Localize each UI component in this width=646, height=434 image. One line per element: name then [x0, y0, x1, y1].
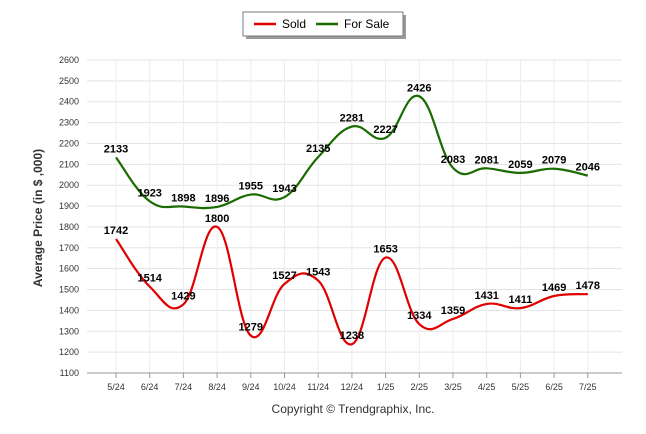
data-label: 1279 [239, 322, 263, 334]
y-tick-label: 2000 [59, 180, 79, 190]
data-label: 2079 [542, 155, 566, 167]
y-tick-label: 1500 [59, 285, 79, 295]
y-tick-label: 1900 [59, 201, 79, 211]
x-tick-label: 3/25 [444, 382, 462, 392]
y-tick-label: 1100 [60, 368, 79, 378]
y-tick-label: 1200 [59, 347, 79, 357]
data-label: 1411 [508, 294, 532, 306]
data-label: 1478 [576, 280, 600, 292]
data-label: 2426 [407, 82, 431, 94]
y-tick-label: 2600 [59, 55, 79, 65]
x-tick-label: 6/25 [545, 382, 563, 392]
data-label: 1238 [340, 330, 364, 342]
x-tick-label: 9/24 [242, 382, 260, 392]
data-label: 1898 [171, 192, 195, 204]
x-tick-label: 10/24 [273, 382, 296, 392]
data-label: 1923 [137, 187, 161, 199]
y-tick-label: 2100 [59, 159, 79, 169]
data-label: 1527 [272, 270, 296, 282]
y-tick-label: 1700 [59, 243, 79, 253]
y-tick-label: 1300 [59, 326, 79, 336]
data-label: 2227 [373, 124, 397, 136]
legend-label-sold: Sold [282, 17, 306, 31]
data-label: 1800 [205, 213, 229, 225]
x-tick-label: 7/24 [175, 382, 193, 392]
y-tick-label: 1400 [59, 305, 79, 315]
x-tick-label: 1/25 [377, 382, 395, 392]
data-label: 1742 [104, 225, 128, 237]
data-label: 2083 [441, 154, 465, 166]
data-label: 1955 [239, 181, 263, 193]
y-tick-label: 2200 [59, 138, 79, 148]
legend-label-for-sale: For Sale [344, 17, 390, 31]
data-label: 1543 [306, 267, 330, 279]
y-axis-label: Average Price (in $ ,000) [31, 149, 45, 287]
data-label: 1359 [441, 305, 465, 317]
series-lines [115, 94, 589, 346]
data-label: 1896 [205, 193, 229, 205]
y-tick-label: 2300 [59, 118, 79, 128]
data-label: 2046 [576, 162, 600, 174]
x-tick-label: 12/24 [341, 382, 364, 392]
data-label: 1514 [137, 273, 162, 285]
y-tick-label: 2500 [59, 76, 79, 86]
series-line-for-sale [115, 94, 589, 210]
data-label: 1469 [542, 282, 566, 294]
data-label: 1429 [171, 290, 195, 302]
x-tick-label: 6/24 [141, 382, 159, 392]
y-tick-label: 1800 [59, 222, 79, 232]
data-label: 2059 [508, 159, 532, 171]
data-labels: 1742 1514 1429 1800 1279 1527 1543 1238 1653 1334… [104, 82, 600, 342]
x-tick-label: 5/24 [107, 382, 125, 392]
data-label: 2281 [340, 113, 364, 125]
data-label: 2135 [306, 143, 330, 155]
x-tick-label: 2/25 [411, 382, 429, 392]
data-label: 1334 [407, 310, 432, 322]
axes: 1100 1200 1300 1400 1500 1600 1700 1800 1900 2000… [59, 55, 622, 392]
copyright-credit: Copyright © Trendgraphix, Inc. [272, 402, 435, 416]
data-label: 1653 [373, 244, 397, 256]
x-tick-label: 11/24 [307, 382, 329, 392]
series-line-sold [115, 225, 588, 346]
x-tick-label: 7/25 [579, 382, 597, 392]
data-label: 1943 [272, 183, 296, 195]
legend: Sold For Sale [242, 11, 406, 39]
data-label: 2081 [474, 154, 498, 166]
y-tick-label: 1600 [59, 264, 79, 274]
x-tick-label: 4/25 [478, 382, 496, 392]
x-tick-label: 5/25 [512, 382, 530, 392]
x-tick-label: 8/24 [208, 382, 226, 392]
data-label: 2133 [104, 143, 128, 155]
y-tick-label: 2400 [59, 97, 79, 107]
gridlines [87, 59, 622, 374]
data-label: 1431 [474, 290, 498, 302]
